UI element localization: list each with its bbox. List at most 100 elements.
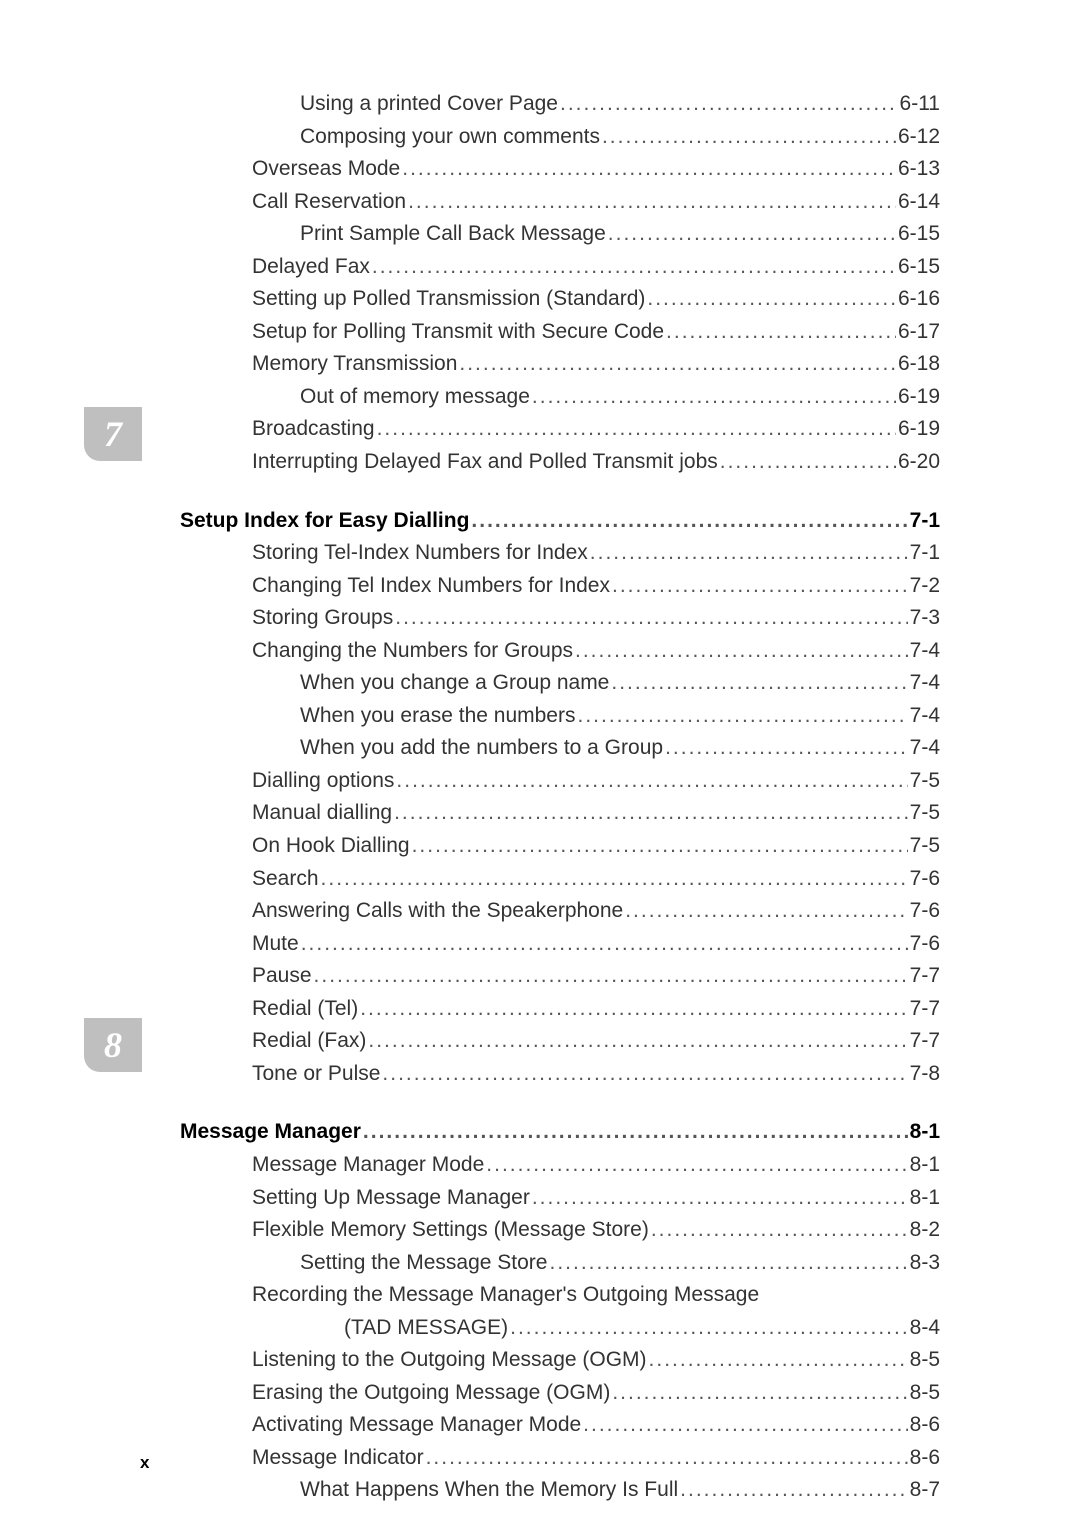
toc-entry-page: 8-5 bbox=[910, 1344, 940, 1377]
toc-entry-label: Out of memory message bbox=[300, 381, 530, 414]
toc-leader-dots bbox=[321, 863, 908, 896]
toc-entry-label: Dialling options bbox=[252, 765, 394, 798]
toc-entry: Composing your own comments 6-12 bbox=[140, 121, 940, 154]
toc-entry: Using a printed Cover Page 6-11 bbox=[140, 88, 940, 121]
toc-leader-dots bbox=[532, 381, 896, 414]
toc-leader-dots bbox=[377, 413, 896, 446]
toc-entry-page: 8-6 bbox=[910, 1409, 940, 1442]
toc-entry-label: Tone or Pulse bbox=[252, 1058, 380, 1091]
toc-entry-page: 6-18 bbox=[898, 348, 940, 381]
toc-entry-label: When you erase the numbers bbox=[300, 700, 575, 733]
toc-entry-label: When you add the numbers to a Group bbox=[300, 732, 663, 765]
toc-leader-dots bbox=[459, 348, 896, 381]
toc-leader-dots bbox=[611, 667, 907, 700]
toc-leader-dots bbox=[680, 1474, 907, 1507]
toc-entry-page: 7-6 bbox=[910, 928, 940, 961]
toc-entry: Manual dialling 7-5 bbox=[140, 797, 940, 830]
toc-entry: Setup Index for Easy Dialling 7-1 bbox=[140, 505, 940, 538]
toc-leader-dots bbox=[590, 537, 908, 570]
toc-leader-dots bbox=[602, 121, 896, 154]
toc-leader-dots bbox=[372, 251, 896, 284]
toc-entry-page: 6-11 bbox=[900, 88, 940, 121]
toc-entry-label: Changing the Numbers for Groups bbox=[252, 635, 573, 668]
toc-entry: Search 7-6 bbox=[140, 863, 940, 896]
toc-entry: Print Sample Call Back Message 6-15 bbox=[140, 218, 940, 251]
toc-entry: Pause 7-7 bbox=[140, 960, 940, 993]
toc-entry-page: 7-8 bbox=[910, 1058, 940, 1091]
toc-leader-dots bbox=[395, 602, 907, 635]
toc-entry: Storing Groups 7-3 bbox=[140, 602, 940, 635]
toc-entry-label: Storing Groups bbox=[252, 602, 393, 635]
toc-entry-label: Interrupting Delayed Fax and Polled Tran… bbox=[252, 446, 718, 479]
toc-entry-page: 7-5 bbox=[910, 830, 940, 863]
chapter-tab: 8 bbox=[84, 1018, 142, 1072]
toc-entry-label: Setting up Polled Transmission (Standard… bbox=[252, 283, 645, 316]
toc-entry-label: Setup for Polling Transmit with Secure C… bbox=[252, 316, 664, 349]
toc-leader-dots bbox=[560, 88, 898, 121]
toc-entry-page: 7-2 bbox=[910, 570, 940, 603]
toc-entry-page: 6-14 bbox=[898, 186, 940, 219]
toc-entry: Mute 7-6 bbox=[140, 928, 940, 961]
toc-leader-dots bbox=[612, 1377, 907, 1410]
toc-leader-dots bbox=[608, 218, 896, 251]
toc-entry-page: 7-5 bbox=[910, 765, 940, 798]
toc-entry: Flexible Memory Settings (Message Store)… bbox=[140, 1214, 940, 1247]
toc-leader-dots bbox=[510, 1312, 908, 1345]
toc-leader-dots bbox=[363, 1116, 908, 1149]
toc-entry-label: Setup Index for Easy Dialling bbox=[180, 505, 469, 538]
toc-entry-label: Pause bbox=[252, 960, 312, 993]
toc-entry: Overseas Mode 6-13 bbox=[140, 153, 940, 186]
toc-entry-page: 7-4 bbox=[910, 732, 940, 765]
toc-entry-label: Call Reservation bbox=[252, 186, 406, 219]
toc-entry: Erasing the Outgoing Message (OGM) 8-5 bbox=[140, 1377, 940, 1410]
toc-entry-label: Changing Tel Index Numbers for Index bbox=[252, 570, 610, 603]
toc-entry: Activating Message Manager Mode 8-6 bbox=[140, 1409, 940, 1442]
toc-leader-dots bbox=[575, 635, 908, 668]
toc-leader-dots bbox=[394, 797, 908, 830]
toc-entry-page: 8-7 bbox=[910, 1474, 940, 1507]
chapter-number: 8 bbox=[104, 1024, 122, 1066]
toc-entry-label: Message Manager bbox=[180, 1116, 361, 1149]
toc-entry: Answering Calls with the Speakerphone 7-… bbox=[140, 895, 940, 928]
toc-entry: Setup for Polling Transmit with Secure C… bbox=[140, 316, 940, 349]
toc-entry: When you erase the numbers 7-4 bbox=[140, 700, 940, 733]
toc-leader-dots bbox=[577, 700, 907, 733]
toc-container: Using a printed Cover Page 6-11Composing… bbox=[140, 88, 940, 1507]
toc-entry: Setting up Polled Transmission (Standard… bbox=[140, 283, 940, 316]
toc-entry-label: Redial (Fax) bbox=[252, 1025, 366, 1058]
toc-entry: Message Manager 8-1 bbox=[140, 1116, 940, 1149]
toc-entry-page: 7-1 bbox=[910, 537, 940, 570]
toc-entry-label: When you change a Group name bbox=[300, 667, 609, 700]
toc-entry: Storing Tel-Index Numbers for Index 7-1 bbox=[140, 537, 940, 570]
toc-entry-label: Search bbox=[252, 863, 319, 896]
toc-leader-dots bbox=[549, 1247, 907, 1280]
toc-entry-page: 8-5 bbox=[910, 1377, 940, 1410]
toc-entry-page: 8-3 bbox=[910, 1247, 940, 1280]
toc-entry-label: Message Indicator bbox=[252, 1442, 424, 1475]
toc-leader-dots bbox=[666, 316, 896, 349]
toc-entry: Out of memory message 6-19 bbox=[140, 381, 940, 414]
toc-entry-page: 7-3 bbox=[910, 602, 940, 635]
toc-entry-page: 6-19 bbox=[898, 413, 940, 446]
toc-entry-page: 6-12 bbox=[898, 121, 940, 154]
toc-entry: Message Manager Mode 8-1 bbox=[140, 1149, 940, 1182]
toc-entry-page: 7-6 bbox=[910, 863, 940, 896]
toc-entry: Delayed Fax 6-15 bbox=[140, 251, 940, 284]
toc-entry: Call Reservation 6-14 bbox=[140, 186, 940, 219]
toc-entry-page: 7-4 bbox=[910, 635, 940, 668]
toc-entry-page: 7-4 bbox=[910, 667, 940, 700]
toc-leader-dots bbox=[583, 1409, 907, 1442]
toc-entry: Dialling options 7-5 bbox=[140, 765, 940, 798]
toc-entry-label: What Happens When the Memory Is Full bbox=[300, 1474, 678, 1507]
toc-entry-label: Delayed Fax bbox=[252, 251, 370, 284]
toc-entry-page: 8-6 bbox=[910, 1442, 940, 1475]
toc-entry-wrapped: Recording the Message Manager's Outgoing… bbox=[140, 1279, 940, 1344]
toc-leader-dots bbox=[426, 1442, 908, 1475]
toc-entry: On Hook Dialling 7-5 bbox=[140, 830, 940, 863]
toc-entry: When you add the numbers to a Group 7-4 bbox=[140, 732, 940, 765]
toc-leader-dots bbox=[612, 570, 908, 603]
toc-entry-wrap-line2: (TAD MESSAGE)8-4 bbox=[140, 1312, 940, 1345]
chapter-tab: 7 bbox=[84, 407, 142, 461]
toc-entry-label: On Hook Dialling bbox=[252, 830, 410, 863]
toc-leader-dots bbox=[301, 928, 908, 961]
